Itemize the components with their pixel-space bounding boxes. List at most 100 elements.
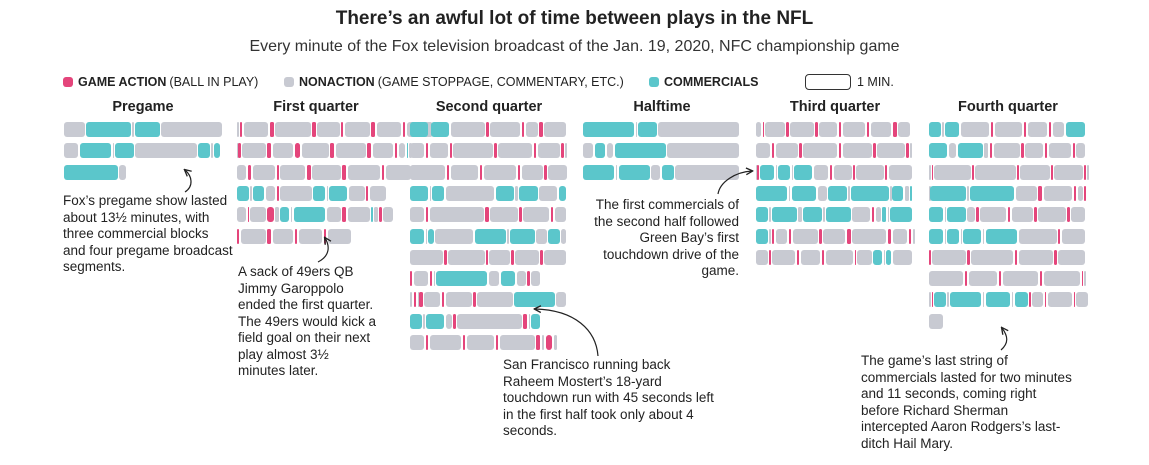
segment-nonaction: [556, 292, 567, 308]
timeline-row: [756, 143, 914, 159]
segment-commercial: [519, 185, 538, 201]
quarter-title-second: Second quarter: [435, 99, 543, 115]
segment-action: [367, 143, 372, 159]
segment-nonaction: [544, 122, 567, 137]
segment-action: [495, 335, 499, 350]
timeline-row: [237, 185, 387, 201]
segment-commercial: [828, 185, 847, 201]
segment-action: [410, 271, 413, 287]
segment-nonaction: [1076, 292, 1089, 308]
segment-nonaction: [398, 143, 406, 159]
timeline-row: [237, 228, 353, 244]
segment-action: [1034, 207, 1037, 223]
segment-nonaction: [344, 122, 370, 137]
legend-minute-box: [805, 74, 851, 90]
segment-nonaction: [410, 249, 443, 265]
segment-nonaction: [1018, 249, 1053, 265]
segment-nonaction: [237, 164, 247, 180]
timeline-row: [410, 313, 542, 329]
segment-action: [1084, 164, 1086, 180]
segment-action: [885, 164, 888, 180]
segment-commercial: [583, 122, 635, 137]
timeline-row: [929, 249, 1087, 265]
segment-nonaction: [1043, 185, 1073, 201]
segment-action: [379, 207, 382, 223]
segment-nonaction: [410, 143, 425, 159]
segment-commercial: [214, 143, 221, 159]
segment-commercial: [886, 249, 892, 265]
annotation-pregame: Fox’s pregame show lasted about 13½ minu…: [63, 193, 233, 274]
timeline-row: [410, 207, 568, 223]
segment-commercial: [410, 122, 429, 137]
segment-action: [906, 143, 909, 159]
segment-action: [276, 185, 279, 201]
segment-action: [1014, 249, 1018, 265]
segment-action: [294, 228, 298, 244]
segment-nonaction: [929, 164, 931, 180]
segment-commercial: [313, 185, 326, 201]
chart-subtitle: Every minute of the Fox television broad…: [249, 38, 900, 55]
timeline-row: [64, 164, 127, 180]
annotation-first-quarter: A sack of 49ers QB Jimmy Garoppolo ended…: [238, 264, 377, 378]
segment-action: [539, 122, 543, 137]
segment-action: [1038, 185, 1043, 201]
segment-action: [1048, 122, 1052, 137]
segment-action: [1017, 164, 1019, 180]
segment-nonaction: [490, 207, 518, 223]
timeline-row: [237, 143, 418, 159]
segment-commercial: [425, 313, 445, 329]
segment-action: [429, 271, 433, 287]
segment-nonaction: [466, 335, 495, 350]
segment-nonaction: [870, 122, 892, 137]
segment-action: [342, 207, 347, 223]
segment-nonaction: [507, 228, 509, 244]
timeline-row: [756, 207, 914, 223]
segment-commercial: [969, 185, 1015, 201]
timeline-row: [583, 143, 741, 159]
segment-nonaction: [798, 207, 802, 223]
segment-nonaction: [823, 207, 825, 223]
segment-nonaction: [252, 164, 275, 180]
segment-action: [838, 122, 842, 137]
segment-nonaction: [1087, 164, 1089, 180]
segment-nonaction: [1061, 228, 1086, 244]
segment-nonaction: [1019, 164, 1050, 180]
segment-action: [815, 122, 818, 137]
segment-commercial: [934, 292, 946, 308]
timeline-row: [410, 228, 568, 244]
segment-nonaction: [769, 228, 771, 244]
segment-nonaction: [887, 207, 890, 223]
segment-nonaction: [892, 249, 913, 265]
segment-action: [1008, 207, 1011, 223]
segment-nonaction: [791, 164, 794, 180]
segment-commercial: [985, 228, 1018, 244]
segment-action: [381, 164, 385, 180]
segment-nonaction: [929, 313, 944, 329]
segment-nonaction: [944, 207, 947, 223]
segment-commercial: [594, 143, 606, 159]
segment-commercial: [548, 228, 560, 244]
segment-action: [1067, 207, 1070, 223]
timeline-row: [410, 249, 568, 265]
segment-commercial: [950, 292, 982, 308]
segment-nonaction: [548, 164, 567, 180]
timeline-row: [929, 271, 1087, 287]
segment-action: [312, 122, 316, 137]
segment-nonaction: [775, 143, 798, 159]
legend-swatch-nonaction: [284, 77, 294, 87]
segment-nonaction: [890, 185, 892, 201]
segment-nonaction: [483, 164, 517, 180]
segment-action: [931, 164, 934, 180]
segment-nonaction: [852, 207, 871, 223]
segment-nonaction: [813, 164, 829, 180]
segment-action: [550, 207, 554, 223]
timeline-row: [929, 122, 1087, 137]
segment-nonaction: [410, 335, 425, 350]
segment-nonaction: [1011, 292, 1014, 308]
segment-nonaction: [280, 164, 306, 180]
segment-action: [771, 143, 775, 159]
segment-action: [267, 228, 272, 244]
segment-commercial: [558, 185, 567, 201]
segment-action: [796, 249, 800, 265]
segment-commercial: [756, 185, 788, 201]
